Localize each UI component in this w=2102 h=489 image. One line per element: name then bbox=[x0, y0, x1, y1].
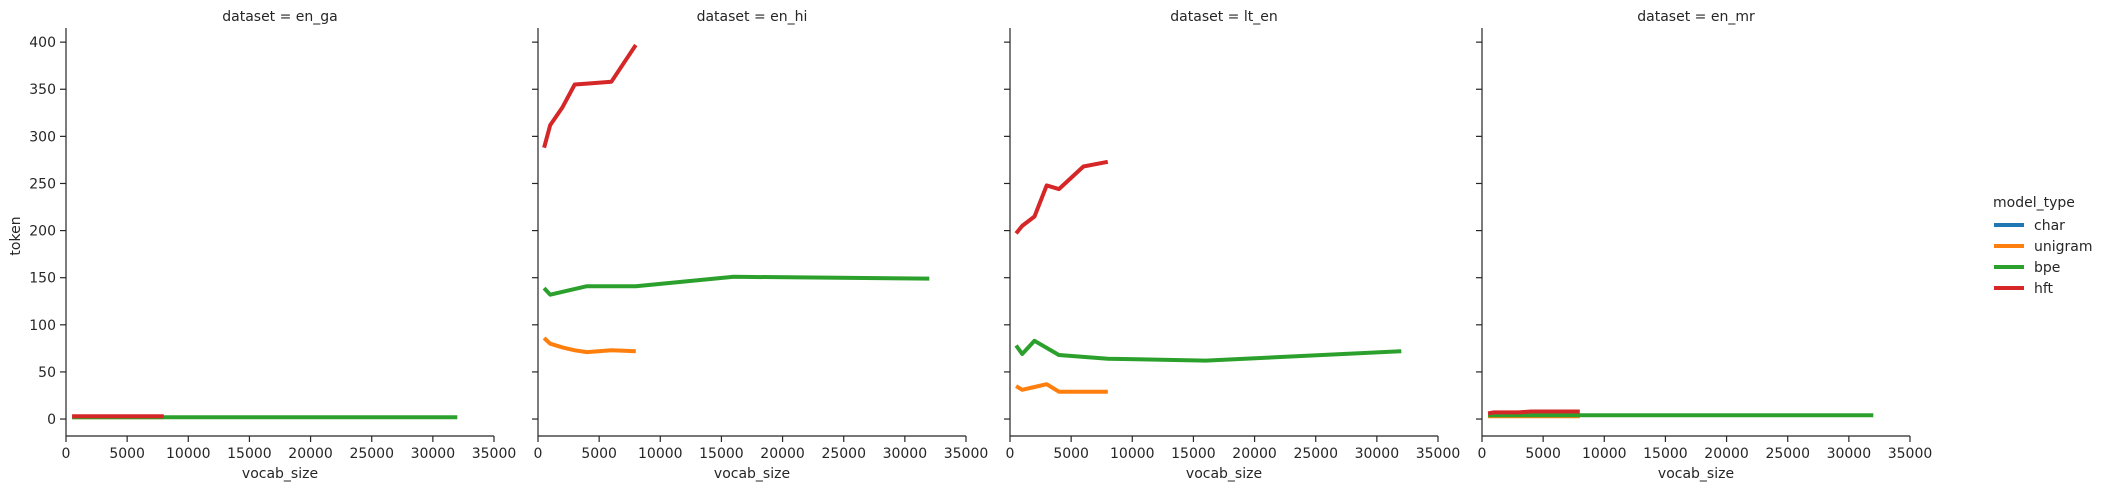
panel-title: dataset = en_hi bbox=[697, 9, 808, 25]
legend-label: unigram bbox=[2034, 239, 2093, 255]
x-tick-label: 10000 bbox=[166, 446, 211, 462]
x-tick-label: 25000 bbox=[1765, 446, 1810, 462]
legend: model_type char unigram bpe hft bbox=[1993, 195, 2093, 297]
x-tick-label: 10000 bbox=[1582, 446, 1627, 462]
facet-panel-2: 0 5000 10000 15000 20000 25000 30000 35000 datas… bbox=[532, 9, 988, 482]
panel-title: dataset = lt_en bbox=[1170, 9, 1277, 25]
x-tick-label: 20000 bbox=[1232, 446, 1277, 462]
y-tick-label: 250 bbox=[29, 176, 56, 192]
x-tick-label: 0 bbox=[1006, 446, 1015, 462]
x-tick-label: 0 bbox=[1478, 446, 1487, 462]
x-axis-label: vocab_size bbox=[714, 466, 790, 482]
x-tick-label: 35000 bbox=[472, 446, 517, 462]
legend-entry-char: char bbox=[1994, 218, 2065, 234]
facet-panel-4: 0 5000 10000 15000 20000 25000 30000 35000 datas… bbox=[1476, 9, 1932, 482]
x-axis-label: vocab_size bbox=[242, 466, 318, 482]
x-tick-label: 10000 bbox=[638, 446, 683, 462]
facet-panel-3: 0 5000 10000 15000 20000 25000 30000 35000 datas… bbox=[1004, 9, 1460, 482]
x-tick-label: 20000 bbox=[760, 446, 805, 462]
legend-label: bpe bbox=[2034, 260, 2060, 276]
legend-label: hft bbox=[2034, 281, 2054, 297]
facet-panel-1: 0 50 100 150 200 250 300 350 400 0 5000 10000 15000 2… bbox=[29, 9, 516, 482]
x-tick-label: 35000 bbox=[944, 446, 989, 462]
x-tick-label: 15000 bbox=[699, 446, 744, 462]
x-tick-label: 25000 bbox=[821, 446, 866, 462]
y-tick-label: 200 bbox=[29, 224, 56, 240]
x-tick-label: 30000 bbox=[1827, 446, 1872, 462]
x-tick-label: 10000 bbox=[1110, 446, 1155, 462]
series-line-unigram bbox=[1015, 382, 1108, 394]
x-tick-label: 5000 bbox=[1053, 446, 1089, 462]
x-tick-label: 0 bbox=[534, 446, 543, 462]
x-axis-label: vocab_size bbox=[1658, 466, 1734, 482]
series-line-unigram bbox=[542, 336, 636, 355]
panel-title: dataset = en_mr bbox=[1637, 9, 1755, 25]
x-tick-label: 30000 bbox=[883, 446, 928, 462]
x-tick-label: 35000 bbox=[1888, 446, 1933, 462]
y-tick-label: 300 bbox=[29, 129, 56, 145]
legend-entries: char unigram bpe hft bbox=[1994, 218, 2093, 297]
x-tick-label: 15000 bbox=[1171, 446, 1216, 462]
x-tick-label: 35000 bbox=[1416, 446, 1461, 462]
legend-entry-unigram: unigram bbox=[1994, 239, 2093, 255]
series-line-hft bbox=[1487, 409, 1580, 416]
x-tick-label: 15000 bbox=[1643, 446, 1688, 462]
series-line-hft bbox=[1014, 159, 1109, 235]
legend-label: char bbox=[2034, 218, 2065, 234]
x-tick-label: 20000 bbox=[1704, 446, 1749, 462]
x-tick-label: 5000 bbox=[581, 446, 617, 462]
x-axis-label: vocab_size bbox=[1186, 466, 1262, 482]
y-tick-label: 100 bbox=[29, 318, 56, 334]
x-tick-label: 30000 bbox=[411, 446, 456, 462]
x-tick-label: 20000 bbox=[288, 446, 333, 462]
y-axis-label: token bbox=[8, 216, 24, 255]
legend-entry-bpe: bpe bbox=[1994, 260, 2060, 276]
x-tick-label: 5000 bbox=[1525, 446, 1561, 462]
panel-title: dataset = en_ga bbox=[222, 9, 338, 25]
x-tick-label: 30000 bbox=[1355, 446, 1400, 462]
x-tick-label: 0 bbox=[62, 446, 71, 462]
y-tick-label: 50 bbox=[38, 365, 56, 381]
legend-title: model_type bbox=[1993, 195, 2075, 211]
series-line-bpe bbox=[1014, 338, 1402, 363]
x-tick-label: 25000 bbox=[1293, 446, 1338, 462]
y-tick-label: 0 bbox=[47, 412, 56, 428]
legend-entry-hft: hft bbox=[1994, 281, 2054, 297]
series-line-bpe bbox=[542, 274, 930, 297]
x-tick-label: 5000 bbox=[109, 446, 145, 462]
x-tick-label: 25000 bbox=[349, 446, 394, 462]
x-tick-label: 15000 bbox=[227, 446, 272, 462]
y-tick-label: 150 bbox=[29, 271, 56, 287]
y-tick-label: 400 bbox=[29, 35, 56, 51]
y-tick-label: 350 bbox=[29, 82, 56, 98]
series-line-hft bbox=[542, 43, 638, 149]
panels-layer: 0 50 100 150 200 250 300 350 400 0 5000 10000 15000 2… bbox=[29, 9, 1932, 482]
